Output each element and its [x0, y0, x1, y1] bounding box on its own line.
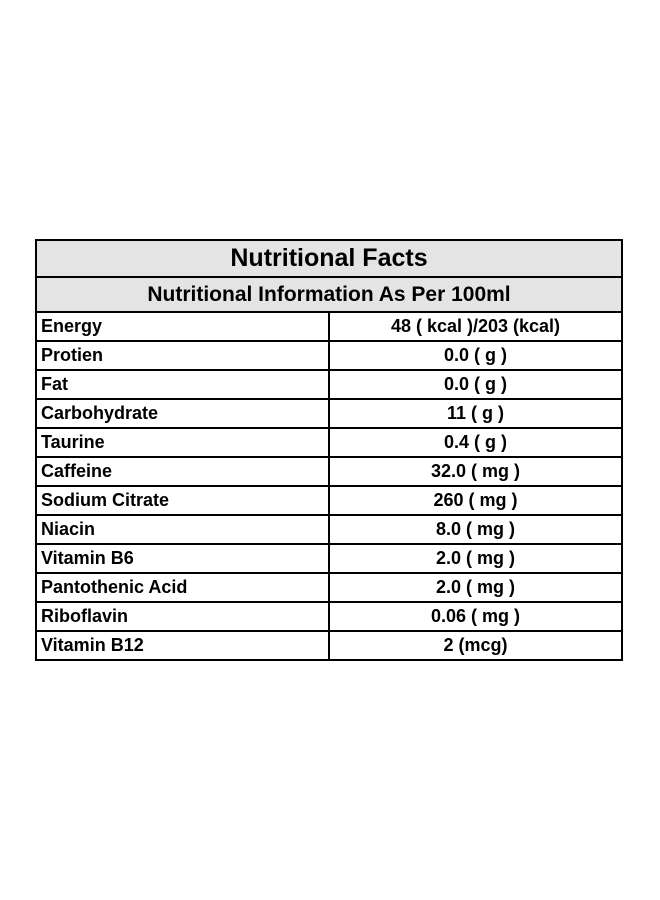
nutrient-value: 48 ( kcal )/203 (kcal): [328, 311, 623, 342]
nutrient-value: 0.0 ( g ): [328, 369, 623, 400]
table-row: Vitamin B12 2 (mcg): [35, 630, 623, 661]
nutrient-name: Protien: [35, 340, 330, 371]
nutrient-value: 8.0 ( mg ): [328, 514, 623, 545]
table-row: Vitamin B6 2.0 ( mg ): [35, 543, 623, 574]
nutrient-name: Carbohydrate: [35, 398, 330, 429]
nutrient-value: 0.06 ( mg ): [328, 601, 623, 632]
nutrition-facts-table: Nutritional Facts Nutritional Informatio…: [35, 239, 623, 661]
nutrient-name: Caffeine: [35, 456, 330, 487]
nutrient-name: Sodium Citrate: [35, 485, 330, 516]
table-subtitle: Nutritional Information As Per 100ml: [35, 276, 623, 313]
nutrient-name: Vitamin B6: [35, 543, 330, 574]
nutrient-value: 2.0 ( mg ): [328, 543, 623, 574]
nutrient-name: Energy: [35, 311, 330, 342]
table-row: Caffeine 32.0 ( mg ): [35, 456, 623, 487]
nutrient-name: Niacin: [35, 514, 330, 545]
table-row: Protien 0.0 ( g ): [35, 340, 623, 371]
table-row: Taurine 0.4 ( g ): [35, 427, 623, 458]
table-row: Energy 48 ( kcal )/203 (kcal): [35, 311, 623, 342]
table-row: Niacin 8.0 ( mg ): [35, 514, 623, 545]
table-row: Pantothenic Acid 2.0 ( mg ): [35, 572, 623, 603]
subtitle-row: Nutritional Information As Per 100ml: [35, 276, 623, 313]
nutrient-name: Taurine: [35, 427, 330, 458]
nutrient-value: 0.0 ( g ): [328, 340, 623, 371]
table-row: Sodium Citrate 260 ( mg ): [35, 485, 623, 516]
nutrient-value: 2 (mcg): [328, 630, 623, 661]
nutrient-value: 2.0 ( mg ): [328, 572, 623, 603]
nutrient-name: Pantothenic Acid: [35, 572, 330, 603]
nutrient-value: 0.4 ( g ): [328, 427, 623, 458]
nutrient-name: Riboflavin: [35, 601, 330, 632]
table-row: Carbohydrate 11 ( g ): [35, 398, 623, 429]
nutrient-value: 32.0 ( mg ): [328, 456, 623, 487]
nutrient-name: Vitamin B12: [35, 630, 330, 661]
table-title: Nutritional Facts: [35, 239, 623, 278]
nutrient-name: Fat: [35, 369, 330, 400]
table-row: Fat 0.0 ( g ): [35, 369, 623, 400]
nutrient-value: 11 ( g ): [328, 398, 623, 429]
table-row: Riboflavin 0.06 ( mg ): [35, 601, 623, 632]
title-row: Nutritional Facts: [35, 239, 623, 278]
nutrient-value: 260 ( mg ): [328, 485, 623, 516]
